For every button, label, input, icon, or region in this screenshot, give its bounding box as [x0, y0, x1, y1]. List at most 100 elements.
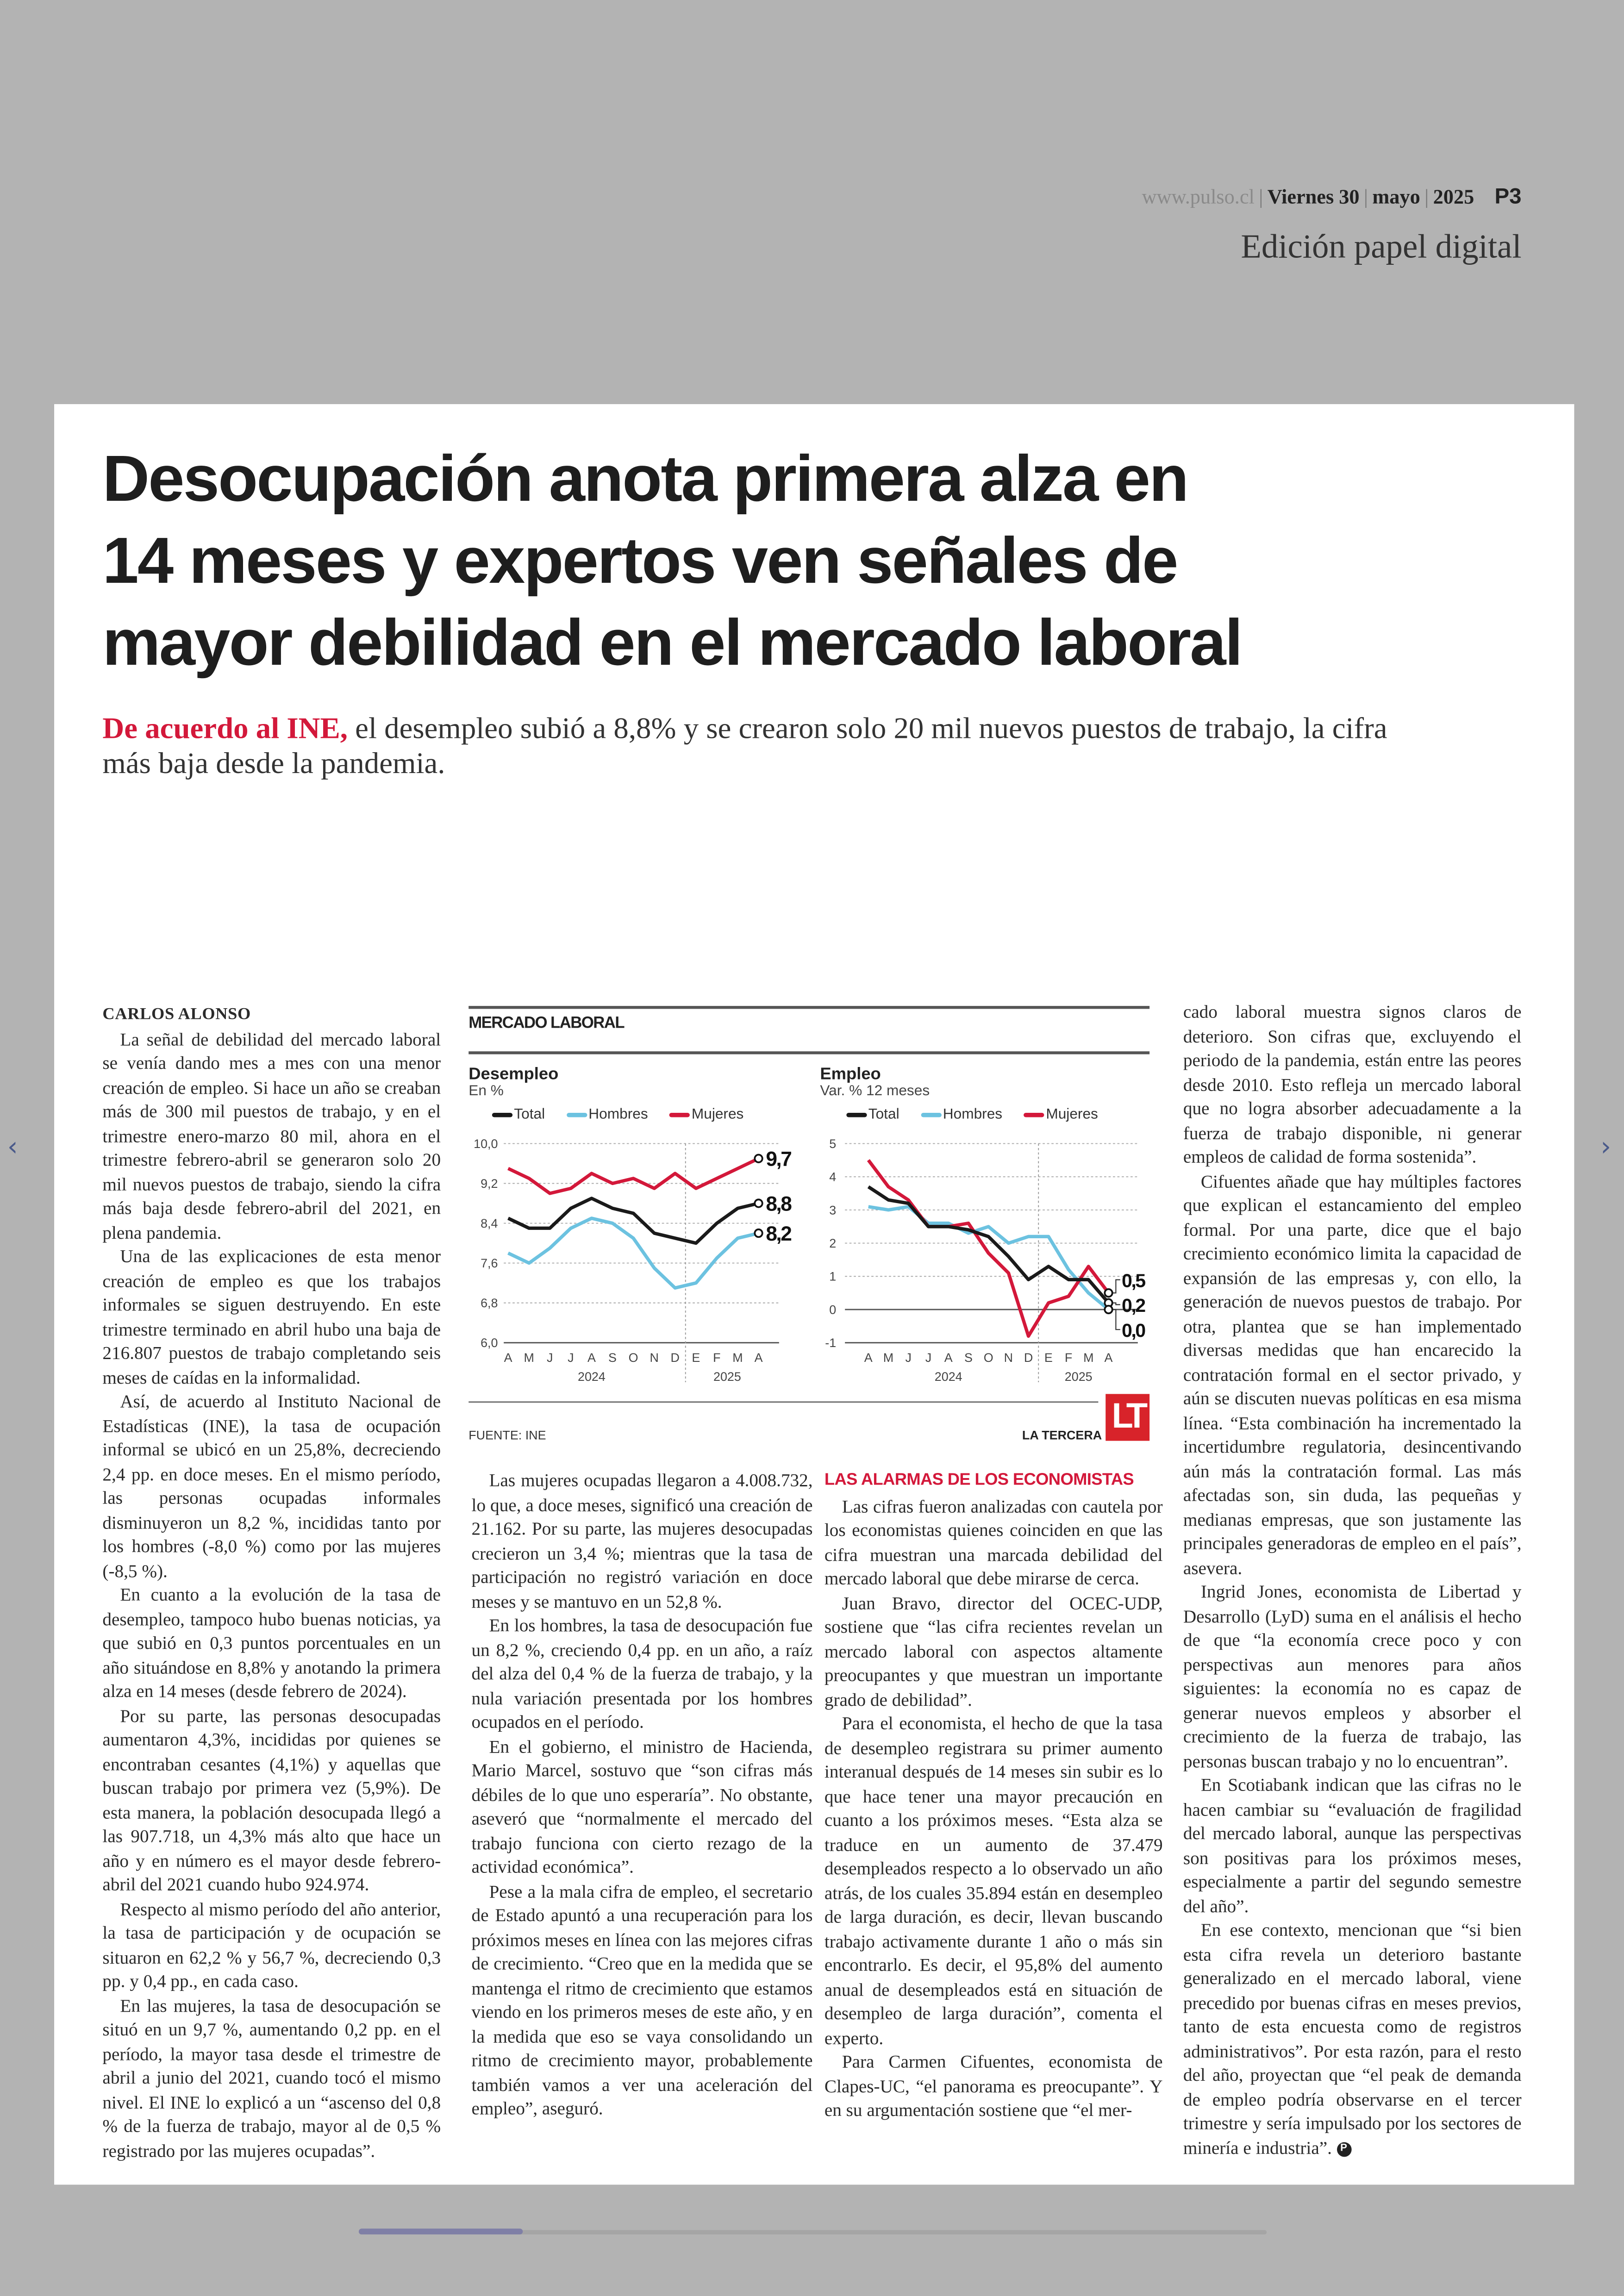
edition-label: Edición papel digital — [1241, 228, 1522, 265]
headline-line: 14 meses y expertos ven señales de — [102, 525, 1178, 598]
paragraph: En las mujeres, la tasa de desocupación … — [102, 1995, 441, 2161]
divider — [468, 1051, 1150, 1054]
year-label: 2025 — [1065, 1370, 1093, 1384]
legend-item-total: Total — [492, 1107, 545, 1123]
paragraph: En ese contexto, mencionan que “si bien … — [1183, 1919, 1522, 2158]
x-tick-label: D — [671, 1351, 680, 1365]
chart-subtitle: En % — [468, 1083, 504, 1100]
headline: Desocupación anota primera alza en 14 me… — [102, 439, 1420, 685]
paragraph: cado laboral muestra signos claros de de… — [1183, 1001, 1522, 1167]
x-tick-label: A — [944, 1351, 953, 1365]
chart-subtitle: Var. % 12 meses — [820, 1083, 930, 1100]
label-leader-line — [1113, 1302, 1120, 1305]
x-tick-label: S — [608, 1351, 617, 1365]
y-tick-label: 4 — [829, 1170, 836, 1184]
series-line-mujeres — [867, 1159, 1110, 1338]
end-point-marker — [754, 1228, 763, 1238]
x-tick-label: O — [629, 1351, 638, 1365]
end-of-article-icon: P — [1336, 2141, 1351, 2157]
end-point-marker — [754, 1198, 763, 1208]
x-tick-label: J — [568, 1351, 574, 1365]
series-line-hombres — [507, 1217, 759, 1290]
x-tick-label: J — [906, 1351, 912, 1365]
legend-swatch — [921, 1112, 942, 1117]
legend-label: Hombres — [943, 1107, 1003, 1123]
x-tick-label: A — [864, 1351, 873, 1365]
page-scrollbar-thumb[interactable] — [358, 2228, 523, 2235]
paragraph: En los hombres, la tasa de desocupación … — [471, 1615, 813, 1733]
paragraph: En el gobierno, el ministro de Hacienda,… — [471, 1735, 813, 1878]
paragraph: Las cifras fueron analizadas con cautela… — [824, 1496, 1163, 1589]
x-tick-label: J — [547, 1351, 553, 1365]
x-tick-label: J — [925, 1351, 931, 1365]
masthead: www.pulso.cl | Viernes 30 | mayo | 2025 P3 — [1142, 184, 1522, 210]
y-tick-label: 0 — [829, 1303, 836, 1316]
y-tick-label: 6,8 — [481, 1296, 498, 1310]
y-tick-label: 7,6 — [481, 1256, 498, 1270]
chart-header-desempleo: Desempleo En % Total Hombres Mujeres — [468, 1066, 761, 1123]
divider — [468, 1006, 1150, 1008]
series-line-mujeres — [507, 1157, 760, 1195]
article-column-4: cado laboral muestra signos claros de de… — [1183, 1000, 1522, 2159]
paragraph: Por su parte, las personas desocupadas a… — [102, 1705, 441, 1895]
label-leader-line — [1113, 1279, 1120, 1294]
subhead-lead: De acuerdo al INE, — [102, 713, 348, 746]
legend-label: Total — [868, 1107, 899, 1123]
x-tick-label: F — [1065, 1351, 1072, 1365]
paragraph: Para el economista, el hecho de que la t… — [824, 1713, 1163, 2048]
newspaper-page — [54, 404, 1574, 2185]
byline: CARLOS ALONSO — [102, 1006, 251, 1024]
subhead-text: el desempleo subió a 8,8% y se crearon s… — [102, 713, 1387, 780]
column-paragraphs: La señal de debilidad del mercado labora… — [102, 1027, 441, 2163]
section-heading: LAS ALARMAS DE LOS ECONOMISTAS — [824, 1472, 1134, 1489]
y-tick-label: 5 — [829, 1137, 836, 1151]
paragraph: Juan Bravo, director del OCEC-UDP, sosti… — [824, 1592, 1163, 1710]
y-tick-label: 8,4 — [481, 1217, 498, 1230]
x-tick-label: A — [1105, 1351, 1113, 1365]
x-tick-label: M — [1083, 1351, 1093, 1365]
chart-source: FUENTE: INE — [468, 1428, 546, 1442]
year-label: 2024 — [935, 1370, 962, 1384]
legend-label: Mujeres — [691, 1107, 744, 1123]
page-number: P3 — [1494, 184, 1522, 210]
divider — [468, 1401, 1099, 1403]
end-point-marker — [754, 1154, 763, 1163]
paragraph: Así, de acuerdo al Instituto Nacional de… — [102, 1391, 441, 1581]
paragraph: Pese a la mala cifra de empleo, el secre… — [471, 1881, 813, 2119]
legend-label: Total — [514, 1107, 545, 1123]
paragraph: Respecto al mismo período del año anteri… — [102, 1898, 441, 1991]
paragraph: La señal de debilidad del mercado labora… — [102, 1029, 441, 1242]
legend-item-mujeres: Mujeres — [669, 1107, 743, 1123]
x-tick-label: A — [587, 1351, 596, 1365]
legend-item-hombres: Hombres — [566, 1107, 648, 1123]
end-value-label: 0,0 — [1122, 1320, 1145, 1341]
paragraph: En Scotiabank indican que las cifras no … — [1183, 1774, 1522, 1916]
year-label: 2024 — [578, 1370, 606, 1384]
end-value-label: 0,5 — [1122, 1270, 1145, 1291]
x-tick-label: E — [1044, 1351, 1053, 1365]
y-tick-label: -1 — [825, 1336, 836, 1350]
x-tick-label: A — [504, 1351, 512, 1365]
issue-month: mayo — [1372, 187, 1420, 210]
previous-page-arrow-icon[interactable]: ‹ — [7, 1132, 18, 1163]
site-url[interactable]: www.pulso.cl — [1142, 187, 1255, 210]
chart-header-empleo: Empleo Var. % 12 meses Total Hombres Muj… — [820, 1066, 1115, 1123]
issue-year: 2025 — [1433, 187, 1474, 210]
y-tick-label: 2 — [829, 1236, 836, 1250]
infographic-mercado-laboral: MERCADO LABORAL Desempleo En % Total Hom… — [468, 1004, 1150, 1451]
x-tick-label: N — [1004, 1351, 1013, 1365]
legend-item-mujeres: Mujeres — [1024, 1107, 1098, 1123]
x-tick-label: S — [964, 1351, 973, 1365]
legend-swatch — [1024, 1112, 1045, 1117]
next-page-arrow-icon[interactable]: › — [1600, 1132, 1612, 1163]
y-tick-label: 6,0 — [481, 1336, 498, 1350]
chart-credit: LA TERCERA — [1022, 1428, 1102, 1442]
article-column-3: LAS ALARMAS DE LOS ECONOMISTAS Las cifra… — [824, 1469, 1163, 2122]
page-scrollbar-track[interactable] — [358, 2230, 1267, 2235]
article-column-1: CARLOS ALONSO La señal de debilidad del … — [102, 1003, 441, 2163]
headline-line: Desocupación anota primera alza en — [102, 443, 1189, 516]
article-column-2: Las mujeres ocupadas llegaron a 4.008.73… — [472, 1469, 813, 2121]
